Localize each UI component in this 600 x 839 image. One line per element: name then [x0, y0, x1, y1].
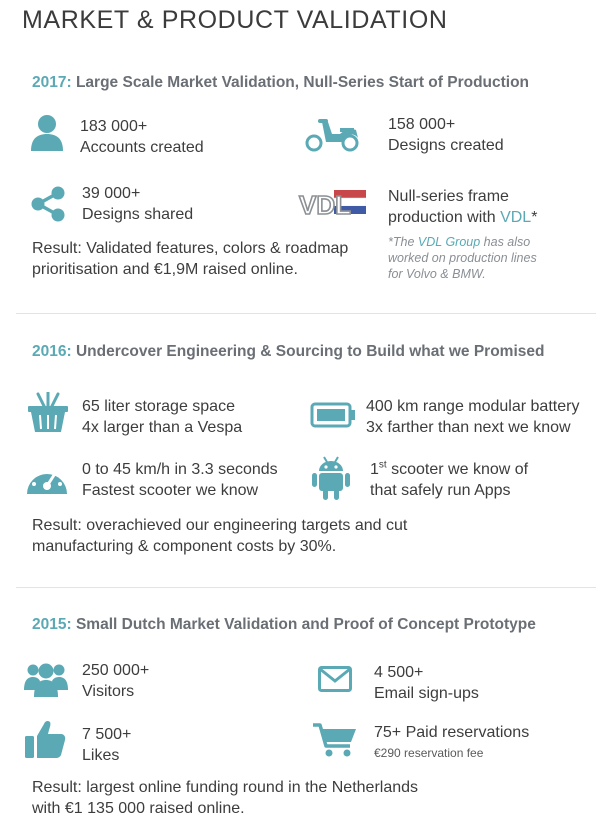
user-icon	[30, 114, 64, 152]
users-icon	[24, 660, 68, 698]
stat-accounts: 183 000+ Accounts created	[80, 118, 204, 156]
result-2015: Result: largest online funding round in …	[32, 779, 419, 817]
basket-icon	[26, 392, 70, 434]
section-year: 2016:	[32, 343, 72, 360]
android-icon	[312, 455, 350, 501]
section-divider	[16, 587, 596, 588]
section-title: Small Dutch Market Validation and Proof …	[75, 616, 536, 633]
vdl-logo: VDL	[298, 186, 366, 220]
scooter-icon	[302, 114, 362, 152]
share-icon	[30, 186, 66, 222]
section-title: Large Scale Market Validation, Null-Seri…	[75, 74, 530, 91]
page-title: MARKET & PRODUCT VALIDATION	[22, 6, 448, 34]
cart-icon	[312, 722, 358, 758]
stat-likes: 7 500+ Likes	[82, 726, 132, 764]
stat-acceleration: 0 to 45 km/h in 3.3 seconds Fastest scoo…	[82, 461, 278, 499]
result-2016: Result: overachieved our engineering tar…	[32, 517, 408, 555]
section-heading-2017: 2017: Large Scale Market Validation, Nul…	[32, 74, 529, 92]
vdl-footnote: *The VDL Group has also worked on produc…	[388, 235, 537, 281]
section-title: Undercover Engineering & Sourcing to Bui…	[75, 343, 545, 360]
section-heading-2015: 2015: Small Dutch Market Validation and …	[32, 616, 536, 634]
battery-icon	[310, 402, 356, 428]
speedometer-icon	[24, 460, 70, 498]
stat-battery: 400 km range modular battery 3x farther …	[366, 398, 580, 436]
stat-storage: 65 liter storage space 4x larger than a …	[82, 398, 243, 436]
thumbs-up-icon	[24, 718, 66, 760]
section-divider	[16, 313, 596, 314]
result-2017: Result: Validated features, colors & roa…	[32, 240, 349, 278]
stat-email-signups: 4 500+ Email sign-ups	[374, 664, 479, 702]
vdl-link: VDL	[500, 209, 532, 226]
section-heading-2016: 2016: Undercover Engineering & Sourcing …	[32, 343, 544, 361]
stat-null-series: Null-series frame production with VDL*	[388, 188, 538, 226]
section-year: 2015:	[32, 616, 72, 633]
stat-visitors: 250 000+ Visitors	[82, 662, 150, 700]
stat-designs-created: 158 000+ Designs created	[388, 116, 504, 154]
section-year: 2017:	[32, 74, 72, 91]
stat-designs-shared: 39 000+ Designs shared	[82, 185, 194, 223]
svg-text:VDL: VDL	[299, 190, 351, 220]
stat-reservations: 75+ Paid reservations €290 reservation f…	[374, 724, 530, 760]
envelope-icon	[318, 666, 352, 692]
stat-apps: 1st scooter we know of that safely run A…	[370, 459, 529, 499]
